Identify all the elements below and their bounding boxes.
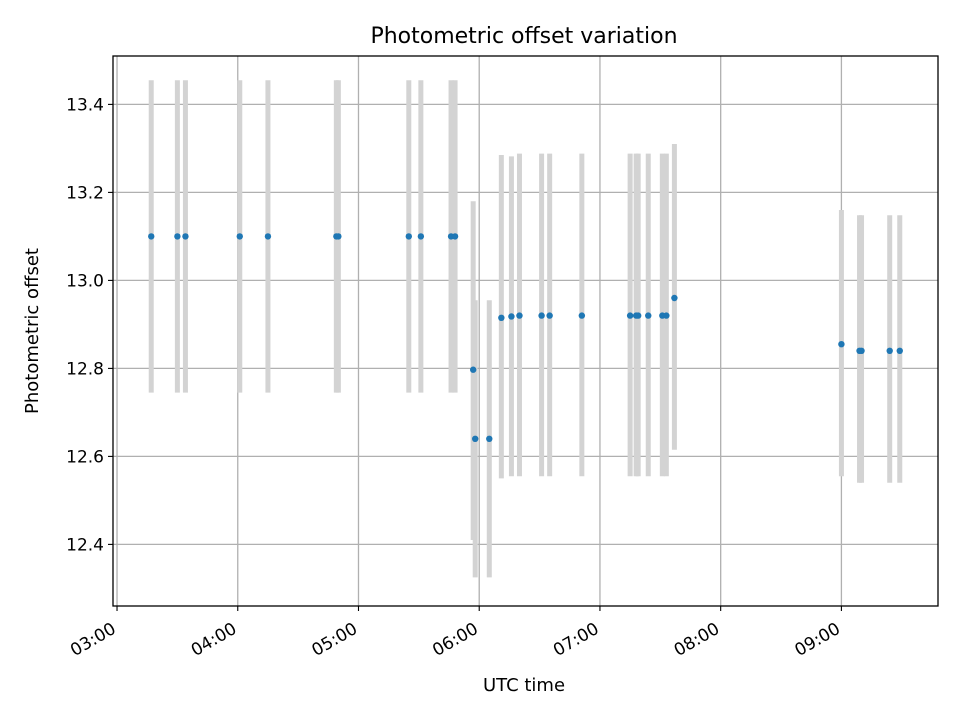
y-tick-label: 12.6 [66,447,104,467]
x-tick-label: 05:00 [309,619,361,661]
data-point [451,233,459,240]
data-point [335,233,342,240]
data-point [645,312,652,319]
chart-title: Photometric offset variation [370,24,677,49]
grid-lines [113,56,938,606]
data-point [182,233,189,240]
y-tick-label: 12.4 [66,535,104,555]
y-tick-label: 12.8 [66,359,104,379]
data-point [516,312,523,319]
y-tick-label: 13.4 [66,95,104,115]
data-point [508,313,515,320]
data-point [471,435,479,442]
data-point [578,312,586,319]
data-point [417,233,425,240]
y-axis-label: Photometric offset [22,248,43,414]
y-axis-ticks: 12.4 12.6 12.8 13.0 13.2 13.4 [66,95,113,555]
data-point [486,435,493,442]
x-tick-label: 09:00 [791,619,843,661]
data-point [264,233,272,240]
x-tick-label: 03:00 [67,619,119,661]
data-markers [148,233,903,442]
data-point [538,312,545,319]
data-point [498,314,505,321]
y-tick-label: 13.0 [66,271,104,291]
x-tick-label: 06:00 [429,619,481,661]
data-point [546,312,553,319]
data-point [838,341,845,348]
data-point [236,233,243,240]
plot-frame [112,55,939,607]
x-tick-label: 07:00 [550,619,602,661]
x-axis-ticks: 03:00 04:00 05:00 06:00 07:00 08:00 09:00 [67,606,844,661]
y-tick-label: 13.2 [66,183,104,203]
data-point [469,366,477,373]
data-point [626,312,634,319]
x-tick-label: 08:00 [671,619,723,661]
data-point [405,233,412,240]
x-tick-label: 04:00 [188,619,240,661]
data-point [174,233,181,240]
data-point [663,312,670,319]
data-point [148,233,155,240]
data-point [896,347,903,354]
error-bars [148,80,903,578]
data-point [671,294,678,302]
data-point [858,347,865,354]
data-point [886,347,893,354]
x-axis-label: UTC time [483,675,565,696]
data-point [634,312,642,319]
